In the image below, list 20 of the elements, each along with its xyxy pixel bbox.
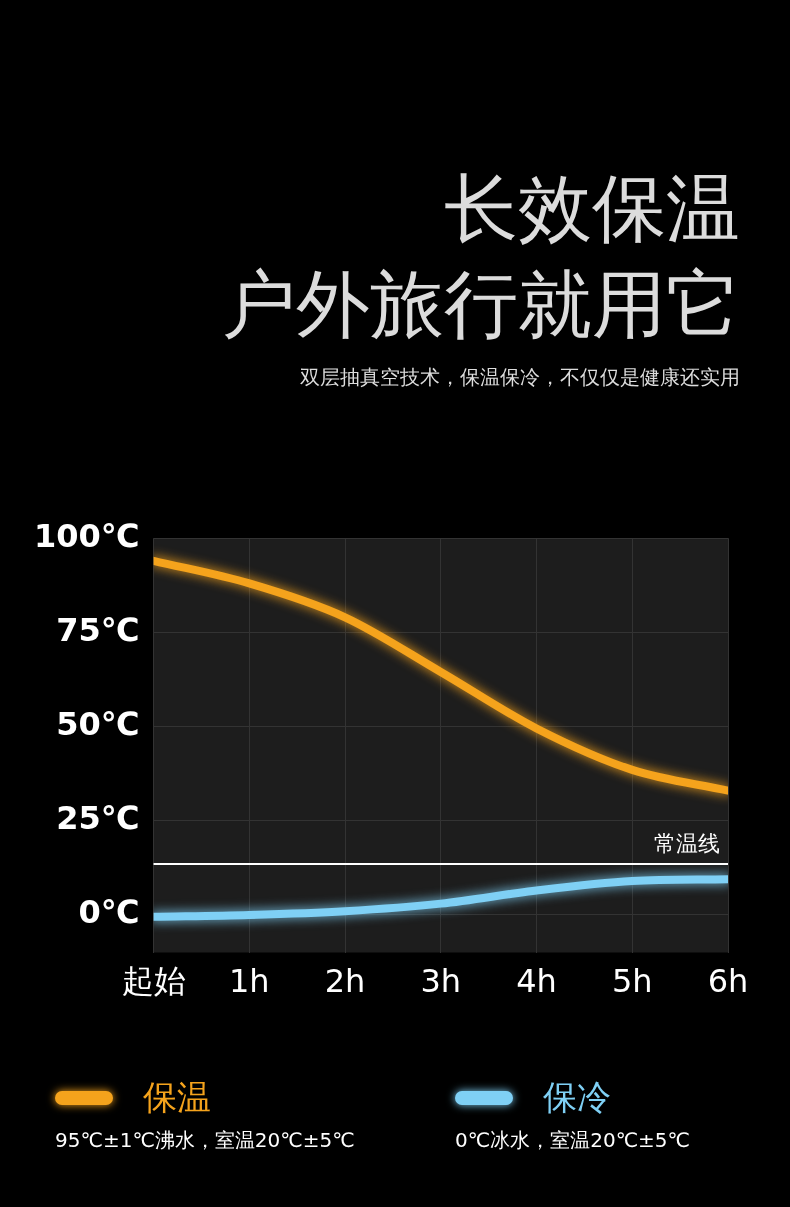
y-tick-label: 25℃ xyxy=(56,799,140,838)
ref-line-label: 常温线 xyxy=(654,830,720,856)
text: 95℃±1℃沸水，室温20℃±5℃ xyxy=(55,1127,356,1154)
x-tick-label: 3h xyxy=(420,962,462,1001)
text: 0℃冰水，室温20℃±5℃ xyxy=(455,1127,692,1154)
y-tick-label: 75℃ xyxy=(56,610,140,649)
y-tick-label: 50℃ xyxy=(56,704,140,743)
y-tick-label: 100℃ xyxy=(34,516,140,555)
y-tick-label: 0℃ xyxy=(78,893,140,932)
x-tick-label: 2h xyxy=(324,962,366,1001)
text: 双层抽真空技术，保温保冷，不仅仅是健康还实用 xyxy=(300,364,740,391)
x-tick-label: 1h xyxy=(228,962,270,1001)
x-tick-label: 6h xyxy=(707,962,749,1001)
x-tick-label: 起始 xyxy=(121,962,186,1001)
x-tick-label: 4h xyxy=(516,962,557,1001)
legend-label: 保冷 xyxy=(543,1076,611,1119)
x-tick-label: 5h xyxy=(611,962,653,1001)
legend-label: 保温 xyxy=(143,1076,211,1119)
chart-subtitle: 户外旅行就用它 xyxy=(222,260,740,349)
chart-title: 长效保温 xyxy=(444,164,740,253)
